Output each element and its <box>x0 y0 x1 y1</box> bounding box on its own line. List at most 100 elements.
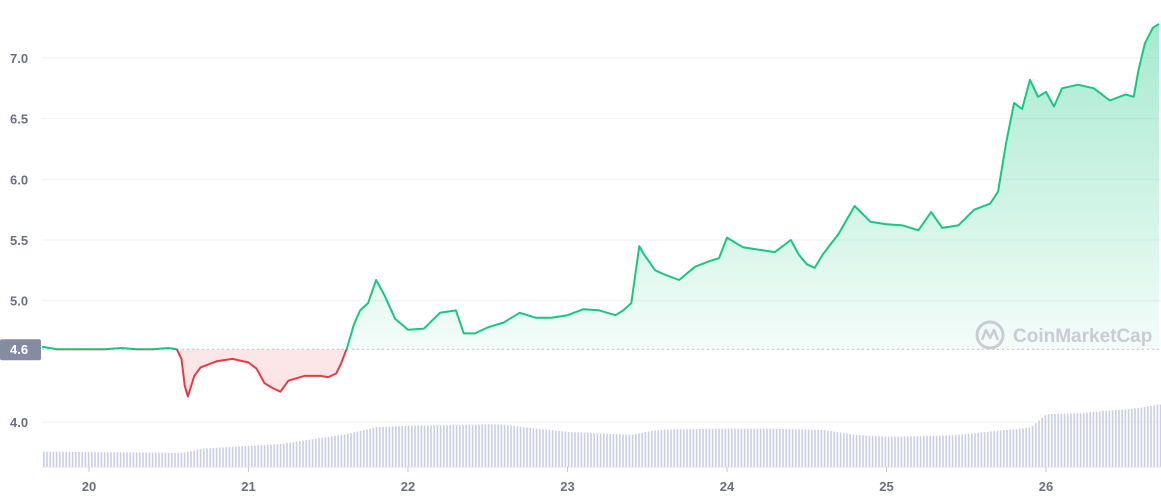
volume-bar <box>673 429 675 467</box>
volume-bar <box>391 426 394 467</box>
y-tick-label: 5.0 <box>10 294 28 309</box>
volume-bar <box>145 452 147 467</box>
volume-bar <box>615 434 618 467</box>
price-line-up <box>41 23 1160 350</box>
volume-bar <box>484 424 487 467</box>
volume-bar <box>1127 409 1130 467</box>
x-tick-label: 23 <box>560 479 574 494</box>
volume-bar <box>980 432 983 467</box>
volume-bar <box>292 442 295 467</box>
x-tick-label: 22 <box>401 479 415 494</box>
volume-bar <box>900 436 903 467</box>
volume-bar <box>276 444 279 467</box>
volume-bar <box>353 432 355 467</box>
volume-bar <box>411 425 413 467</box>
volume-bar <box>958 434 960 467</box>
volume-bar <box>382 426 384 467</box>
volume-bar <box>718 428 720 467</box>
volume-bar <box>1108 410 1111 467</box>
volume-bar <box>209 448 211 467</box>
volume-bar <box>1038 420 1040 467</box>
volume-bar <box>388 426 391 467</box>
volume-bar <box>507 425 509 467</box>
volume-bar <box>1092 411 1095 467</box>
volume-bar <box>219 447 221 467</box>
volume-bar <box>1051 414 1053 467</box>
volume-bar <box>971 433 973 467</box>
volume-bar <box>1047 414 1050 467</box>
volume-bar <box>263 444 266 467</box>
volume-bar <box>1012 429 1015 467</box>
y-axis: 4.0 5.0 5.5 6.0 6.5 7.0 <box>10 51 28 430</box>
volume-bar <box>782 429 784 467</box>
volume-bar <box>855 434 858 467</box>
volume-bar <box>999 430 1002 467</box>
volume-bar <box>190 451 192 467</box>
volume-bar <box>1006 430 1008 467</box>
volume-bar <box>785 429 787 467</box>
volume-bar <box>471 424 474 467</box>
volume-bar <box>327 436 330 467</box>
volume-bar <box>91 452 93 467</box>
volume-bar <box>945 435 947 467</box>
volume-bar <box>916 436 919 467</box>
volume-bar <box>654 430 656 467</box>
volume-bar <box>807 429 810 467</box>
volume-bar <box>235 446 237 467</box>
volume-bar <box>1124 409 1127 467</box>
volume-bar <box>823 430 826 467</box>
volume-bar <box>119 452 122 467</box>
volume-bar <box>833 431 835 467</box>
volume-bar <box>212 448 215 467</box>
volume-bar <box>315 438 317 467</box>
volume-bar <box>71 451 74 467</box>
volume-bar <box>481 424 483 467</box>
volume-bar <box>497 424 499 467</box>
volume-bar <box>49 451 51 467</box>
volume-bar <box>887 436 890 467</box>
volume-bar <box>87 452 90 467</box>
volume-bar <box>545 429 547 467</box>
volume-bar <box>75 451 77 467</box>
volume-bar <box>395 426 397 467</box>
volume-bar <box>763 428 765 467</box>
volume-bar <box>1140 407 1143 467</box>
volume-bar <box>1156 404 1159 467</box>
volume-bar <box>1153 405 1155 467</box>
x-axis: 20 21 22 23 24 25 26 <box>42 466 1161 494</box>
volume-bar <box>929 435 931 467</box>
y-tick-label: 6.5 <box>10 112 28 127</box>
volume-bar <box>363 430 365 467</box>
volume-bar <box>580 432 583 467</box>
volume-bar <box>1143 407 1146 467</box>
volume-bar <box>561 431 563 467</box>
volume-bar <box>455 425 458 467</box>
volume-bar <box>81 452 83 467</box>
volume-bar <box>286 443 288 467</box>
volume-bar <box>571 432 573 467</box>
volume-bar <box>548 429 551 467</box>
volume-bar <box>340 434 343 467</box>
volume-bar <box>180 453 183 467</box>
volume-bar <box>542 429 544 467</box>
volume-bar <box>465 424 467 467</box>
volume-bar <box>964 434 967 467</box>
volume-bar <box>622 434 624 467</box>
volume-bar <box>500 424 503 467</box>
volume-bar <box>702 428 704 467</box>
volume-bar <box>836 432 839 467</box>
volume-bar <box>1111 410 1114 467</box>
volume-bar <box>439 425 442 467</box>
volume-bar <box>1003 430 1005 467</box>
price-area <box>42 24 1159 397</box>
volume-bar <box>305 440 307 467</box>
volume-bar <box>468 424 471 467</box>
volume-bar <box>788 429 791 467</box>
volume-bar <box>155 452 157 467</box>
volume-bar <box>689 429 691 467</box>
volume-bar <box>407 425 410 467</box>
volume-bar <box>753 428 755 467</box>
volume-bar <box>462 424 464 467</box>
volume-bar <box>228 447 231 467</box>
volume-bar <box>231 446 234 467</box>
